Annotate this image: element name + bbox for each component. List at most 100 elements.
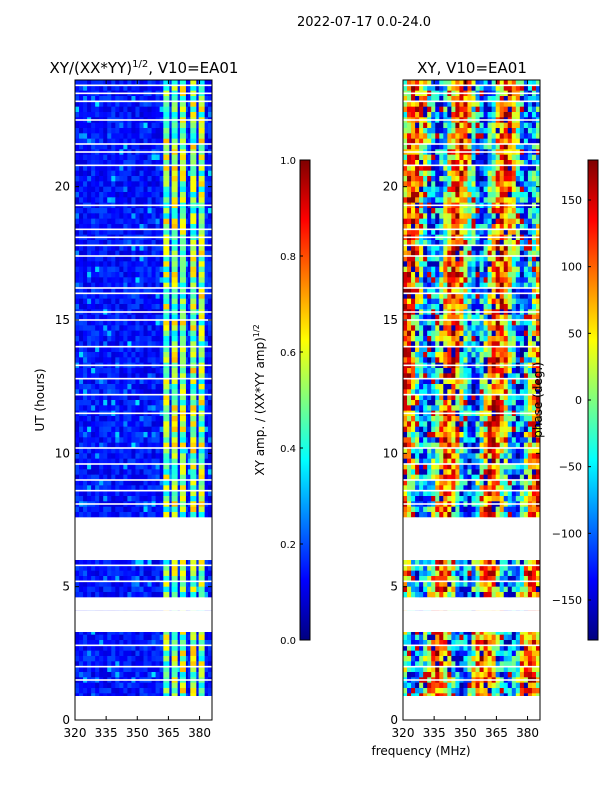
- left-heatmap-cell: [143, 682, 149, 689]
- left-heatmap-cell: [87, 581, 92, 588]
- left-heatmap-cell: [195, 384, 201, 390]
- left-heatmap-cell: [87, 229, 92, 236]
- left-heatmap-cell: [167, 181, 173, 188]
- left-channel-cell: [171, 245, 178, 252]
- left-heatmap-cell: [79, 432, 84, 438]
- left-heatmap-cell: [127, 192, 132, 198]
- left-heatmap-cell: [91, 101, 96, 108]
- left-heatmap-cell: [111, 565, 116, 572]
- left-channel-cell: [198, 213, 205, 220]
- left-channel-cell: [171, 474, 178, 481]
- left-heatmap-cell: [175, 288, 181, 294]
- left-heatmap-cell: [75, 165, 80, 172]
- left-heatmap-cell: [99, 490, 104, 497]
- left-heatmap-cell: [83, 576, 88, 582]
- left-x-axis: 320 335 350 365 380: [64, 80, 211, 740]
- left-heatmap-cell: [207, 224, 212, 230]
- left-heatmap-cell: [79, 320, 84, 326]
- right-heatmap-cell: [423, 85, 428, 92]
- left-heatmap-cell: [83, 272, 88, 278]
- left-heatmap-cell: [175, 181, 181, 188]
- left-channel-cell: [163, 640, 170, 646]
- left-heatmap-cell: [207, 330, 212, 337]
- left-heatmap-cell: [183, 224, 189, 230]
- left-heatmap-cell: [207, 112, 212, 118]
- left-heatmap-cell: [103, 389, 108, 396]
- left-heatmap-cell: [159, 314, 165, 321]
- right-heatmap-cell: [479, 106, 485, 113]
- left-heatmap-cell: [91, 106, 96, 113]
- left-heatmap-cell: [167, 128, 173, 134]
- left-heatmap-cell: [135, 421, 140, 428]
- left-channel-cell: [163, 96, 170, 102]
- left-heatmap-cell: [139, 448, 144, 454]
- left-heatmap-cell: [115, 293, 120, 300]
- left-heatmap-cell: [95, 266, 100, 273]
- left-heatmap-cell: [103, 384, 108, 390]
- left-heatmap-cell: [127, 154, 132, 161]
- left-heatmap-cell: [75, 128, 80, 134]
- left-heatmap-cell: [159, 629, 165, 636]
- right-heatmap-cell: [463, 106, 468, 113]
- left-channel-cell: [190, 293, 197, 300]
- left-heatmap-cell: [91, 373, 96, 380]
- left-heatmap-cell: [123, 122, 128, 129]
- left-heatmap-cell: [159, 341, 165, 348]
- left-heatmap-cell: [99, 277, 104, 284]
- left-heatmap-cell: [187, 101, 193, 108]
- left-heatmap-cell: [75, 304, 80, 310]
- left-channel-cell: [171, 218, 178, 225]
- left-heatmap-cell: [175, 480, 181, 486]
- left-heatmap-cell: [207, 650, 212, 657]
- left-heatmap-cell: [183, 384, 189, 390]
- left-channel-cell: [163, 368, 170, 374]
- right-heatmap-cell: [475, 101, 481, 108]
- right-heatmap-cell: [407, 106, 412, 113]
- left-heatmap-cell: [83, 570, 88, 577]
- left-heatmap-cell: [75, 272, 80, 278]
- left-heatmap-cell: [107, 320, 112, 326]
- left-colorbar-tick-label: 0.8: [280, 252, 296, 263]
- left-heatmap-cell: [131, 298, 136, 305]
- right-heatmap-cell: [443, 80, 448, 86]
- left-heatmap-cell: [79, 565, 84, 572]
- left-heatmap-cell: [147, 304, 153, 310]
- left-heatmap-cell: [139, 400, 144, 406]
- left-channel-cell: [198, 426, 205, 433]
- left-heatmap-cell: [131, 357, 136, 364]
- left-heatmap-cell: [195, 464, 201, 470]
- left-plot-frame: [74, 79, 213, 721]
- left-heatmap-cell: [147, 485, 153, 492]
- left-heatmap-cell: [175, 170, 181, 177]
- left-heatmap-cell: [135, 218, 140, 225]
- left-heatmap-cell: [75, 565, 80, 572]
- left-colorbar-label-exponent: 1/2: [252, 324, 261, 337]
- left-heatmap-cell: [183, 277, 189, 284]
- right-heatmap-cell: [515, 96, 521, 102]
- left-heatmap-cell: [167, 346, 173, 353]
- left-heatmap-cell: [99, 304, 104, 310]
- left-heatmap-cell: [127, 133, 132, 140]
- left-heatmap-cell: [123, 586, 128, 593]
- left-heatmap-cell: [207, 229, 212, 236]
- left-heatmap-cell: [143, 469, 149, 476]
- left-heatmap-cell: [175, 256, 181, 262]
- left-channel-cell: [179, 85, 186, 92]
- left-heatmap-cell: [207, 170, 212, 177]
- left-heatmap-cell: [135, 586, 140, 593]
- left-heatmap-cell: [95, 144, 100, 150]
- left-heatmap-cell: [147, 672, 153, 678]
- left-heatmap-cell: [79, 570, 84, 577]
- left-heatmap-cell: [159, 506, 165, 513]
- left-heatmap-cell: [107, 128, 112, 134]
- left-heatmap-cell: [159, 474, 165, 481]
- left-heatmap-cell: [103, 298, 108, 305]
- left-heatmap-cell: [115, 458, 120, 465]
- left-heatmap-cell: [83, 490, 88, 497]
- left-heatmap-cell: [83, 240, 88, 246]
- left-heatmap-cell: [79, 122, 84, 129]
- left-heatmap-cell: [111, 250, 116, 257]
- left-heatmap-cell: [139, 586, 144, 593]
- left-heatmap-cell: [103, 250, 108, 257]
- left-heatmap-cell: [115, 154, 120, 161]
